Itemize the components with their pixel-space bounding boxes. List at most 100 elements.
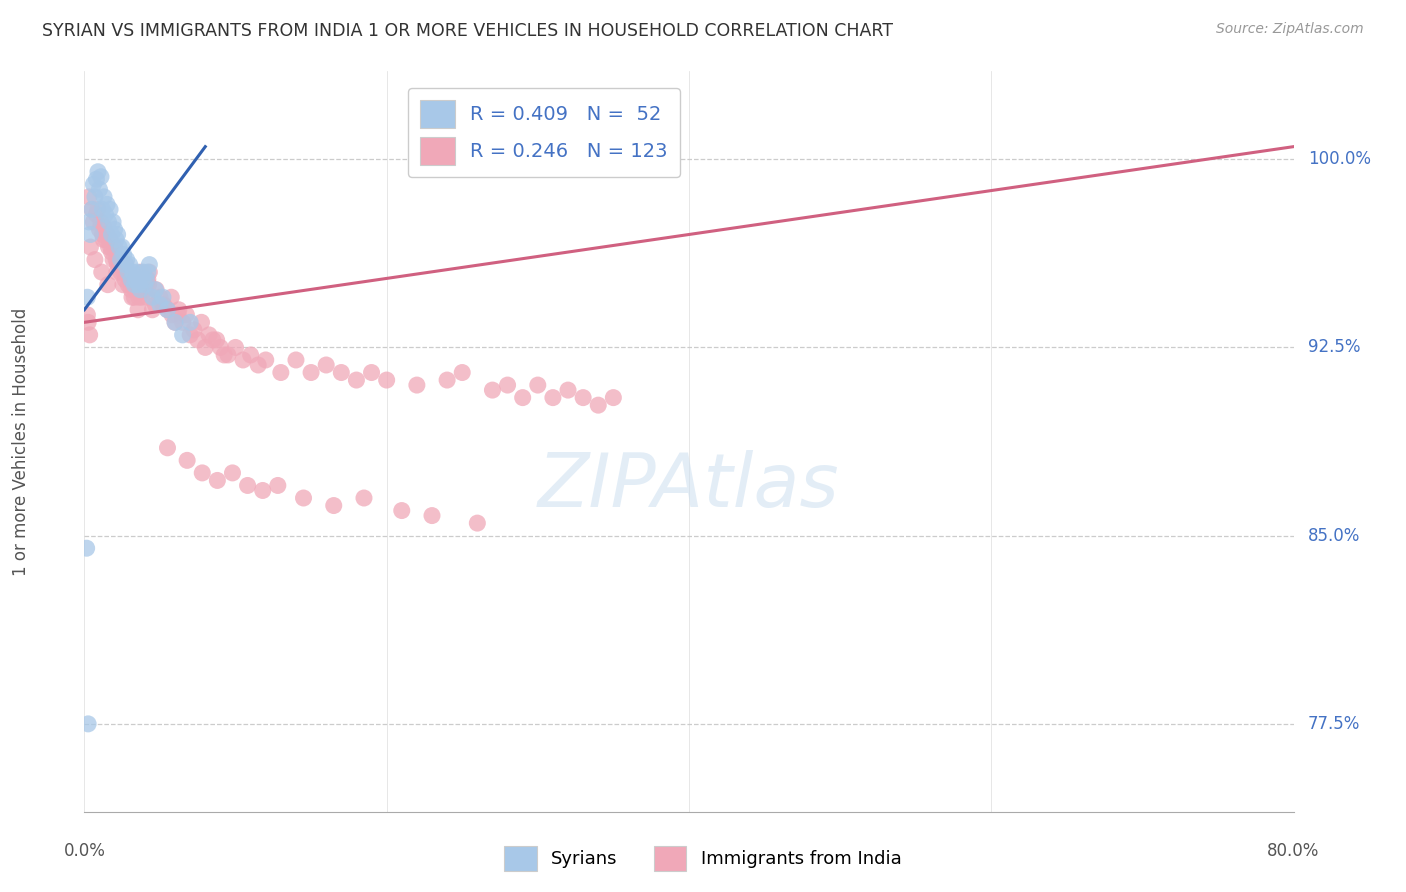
Point [138, 265, 160, 279]
Point [91, 227, 114, 242]
Point [104, 222, 127, 236]
Point [496, 378, 519, 392]
Point [136, 290, 159, 304]
Point [89, 182, 111, 196]
Text: 77.5%: 77.5% [1308, 714, 1361, 733]
Point [209, 340, 232, 354]
Point [79, 327, 101, 342]
Point [76, 308, 98, 322]
Point [80, 202, 103, 217]
Point [111, 277, 134, 292]
Point [80, 202, 103, 217]
Text: SYRIAN VS IMMIGRANTS FROM INDIA 1 OR MORE VEHICLES IN HOUSEHOLD CORRELATION CHAR: SYRIAN VS IMMIGRANTS FROM INDIA 1 OR MOR… [42, 22, 893, 40]
Point [100, 240, 122, 254]
Point [79, 240, 101, 254]
Point [127, 277, 149, 292]
Point [108, 240, 131, 254]
Point [179, 315, 201, 329]
Point [315, 358, 337, 372]
Point [82, 215, 104, 229]
Point [187, 333, 209, 347]
Point [122, 277, 145, 292]
Point [420, 508, 443, 523]
Point [183, 323, 205, 337]
Point [107, 252, 129, 267]
Point [128, 290, 150, 304]
Point [481, 383, 503, 397]
Point [346, 373, 368, 387]
Point [225, 340, 247, 354]
Point [127, 302, 149, 317]
Point [82, 178, 104, 192]
Point [86, 207, 108, 221]
Point [132, 273, 155, 287]
Point [179, 327, 201, 342]
Point [121, 265, 143, 279]
Point [198, 327, 221, 342]
Point [90, 265, 112, 279]
Text: 80.0%: 80.0% [1267, 842, 1320, 860]
Point [114, 273, 136, 287]
Point [97, 215, 120, 229]
Point [212, 348, 235, 362]
Point [141, 302, 163, 317]
Point [112, 265, 135, 279]
Point [77, 315, 100, 329]
Text: 92.5%: 92.5% [1308, 338, 1361, 357]
Point [149, 290, 172, 304]
Point [110, 265, 132, 279]
Point [353, 491, 375, 505]
Point [541, 391, 564, 405]
Point [76, 290, 98, 304]
Point [107, 227, 129, 242]
Point [131, 273, 153, 287]
Point [330, 366, 353, 380]
Point [100, 245, 122, 260]
Point [114, 258, 136, 272]
Point [115, 265, 138, 279]
Point [136, 273, 159, 287]
Point [132, 265, 155, 279]
Point [122, 273, 145, 287]
Point [152, 298, 174, 312]
Point [322, 499, 344, 513]
Point [115, 258, 138, 272]
Point [100, 227, 122, 242]
Point [129, 283, 152, 297]
Point [117, 277, 139, 292]
Point [167, 308, 190, 322]
Point [254, 353, 277, 368]
Point [77, 717, 100, 731]
Point [270, 366, 292, 380]
Point [160, 290, 183, 304]
Point [252, 483, 274, 498]
Point [118, 258, 141, 272]
Point [138, 258, 160, 272]
Point [165, 315, 187, 329]
Point [91, 233, 114, 247]
Point [236, 478, 259, 492]
Point [156, 441, 179, 455]
Point [292, 491, 315, 505]
Point [194, 340, 217, 354]
Point [602, 391, 624, 405]
Point [134, 277, 156, 292]
Point [557, 383, 579, 397]
Point [93, 190, 115, 204]
Point [77, 190, 100, 204]
Point [91, 202, 114, 217]
Point [115, 252, 138, 267]
Point [104, 240, 127, 254]
Point [107, 258, 129, 272]
Point [375, 373, 398, 387]
Point [128, 277, 150, 292]
Point [129, 283, 152, 297]
Point [121, 277, 143, 292]
Point [172, 327, 194, 342]
Point [108, 252, 131, 267]
Point [105, 252, 128, 267]
Point [436, 373, 458, 387]
Point [87, 165, 110, 179]
Point [299, 366, 322, 380]
Text: 100.0%: 100.0% [1308, 150, 1371, 169]
